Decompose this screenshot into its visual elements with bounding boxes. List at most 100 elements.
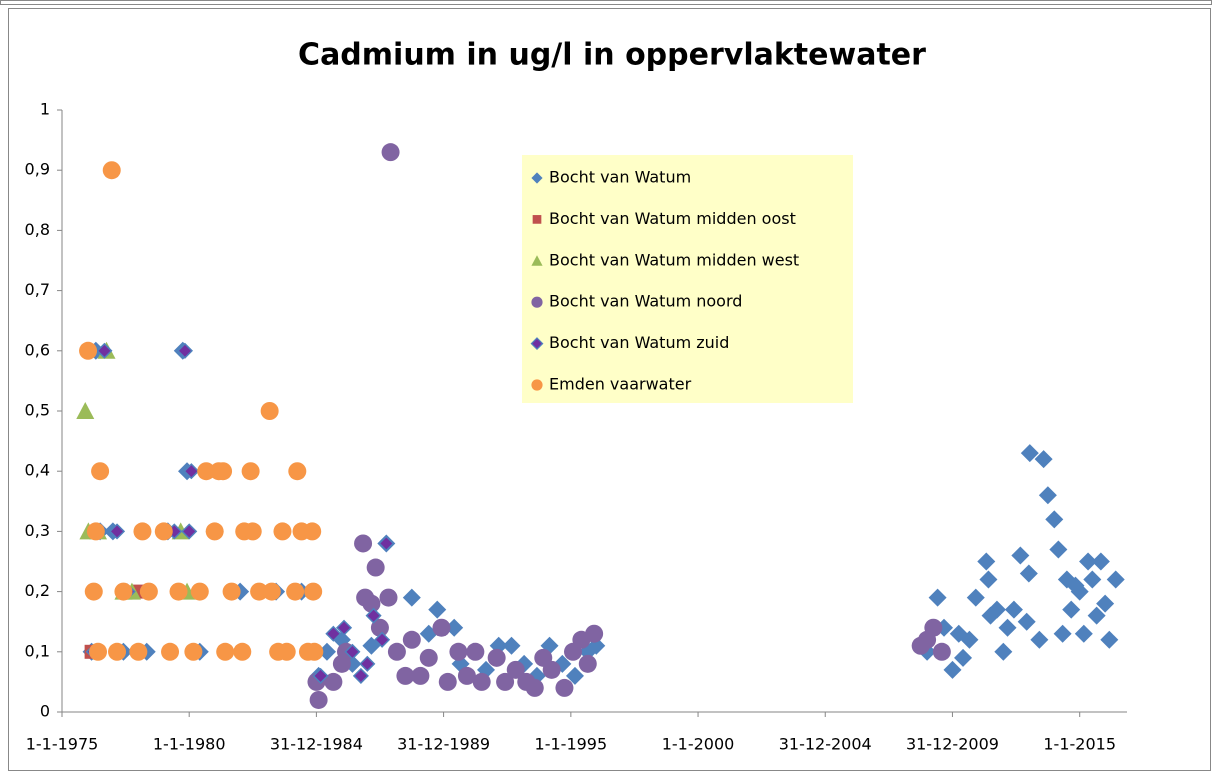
point [487, 648, 506, 667]
legend-marker [531, 296, 543, 308]
point [312, 667, 329, 684]
point [438, 672, 457, 691]
point [1083, 570, 1102, 589]
point [86, 522, 105, 541]
point [449, 642, 468, 661]
point [928, 588, 947, 607]
point [932, 642, 951, 661]
point [432, 618, 451, 637]
point [365, 607, 382, 624]
x-tick-label: 1-1-1980 [153, 735, 226, 754]
point [108, 642, 127, 661]
point [96, 342, 113, 359]
point [84, 582, 103, 601]
point [502, 636, 521, 655]
x-tick-label: 1-1-2015 [1043, 735, 1116, 754]
legend-label: Bocht van Watum zuid [549, 333, 729, 352]
point [277, 642, 296, 661]
y-tick-label: 0,7 [25, 280, 50, 299]
point [966, 588, 985, 607]
point [288, 462, 307, 481]
point [979, 570, 998, 589]
point [325, 625, 342, 642]
point [565, 666, 584, 685]
y-tick-label: 0,6 [25, 340, 50, 359]
point [396, 666, 415, 685]
y-tick-label: 0,5 [25, 401, 50, 420]
point [387, 642, 406, 661]
point [428, 600, 447, 619]
point [344, 643, 361, 660]
point [954, 648, 973, 667]
x-tick-label: 1-1-2000 [662, 735, 735, 754]
point [335, 619, 353, 636]
legend-label: Bocht van Watum midden oost [549, 209, 796, 228]
point [181, 523, 198, 540]
frame-top [0, 0, 1212, 5]
legend-label: Emden vaarwater [549, 375, 692, 394]
y-tick-label: 0,9 [25, 160, 50, 179]
y-tick-label: 0,3 [25, 521, 50, 540]
point [1049, 540, 1068, 559]
point [114, 582, 133, 601]
point [1045, 510, 1064, 529]
point [161, 642, 180, 661]
point [205, 522, 224, 541]
point [305, 642, 324, 661]
point [286, 582, 305, 601]
point [133, 522, 152, 541]
point [1053, 624, 1072, 643]
point [91, 462, 110, 481]
point [108, 523, 126, 540]
legend-label: Bocht van Watum [549, 168, 691, 187]
point [542, 660, 561, 679]
point [366, 558, 385, 577]
legend-box [522, 155, 853, 403]
point [1004, 600, 1023, 619]
y-tick-label: 1 [40, 100, 50, 119]
point [1017, 612, 1036, 631]
point [352, 667, 369, 684]
point [359, 655, 376, 672]
point [1074, 624, 1093, 643]
point [183, 463, 200, 480]
point [190, 582, 209, 601]
point [943, 660, 962, 679]
point [102, 161, 121, 180]
x-tick-label: 31-12-1989 [397, 735, 490, 754]
point [977, 552, 996, 571]
point [924, 618, 943, 637]
point [304, 582, 323, 601]
x-tick-label: 1-1-1975 [26, 735, 99, 754]
legend-marker [530, 337, 544, 351]
point [262, 582, 281, 601]
point [354, 534, 373, 553]
point [379, 588, 398, 607]
point [1091, 552, 1110, 571]
point [303, 522, 322, 541]
point [555, 678, 574, 697]
point [233, 642, 252, 661]
point [457, 666, 476, 685]
point [139, 582, 158, 601]
point [176, 342, 194, 359]
point [1079, 552, 1098, 571]
point [578, 654, 597, 673]
point [76, 402, 95, 419]
point [1019, 564, 1038, 583]
point [472, 672, 491, 691]
point [1038, 486, 1057, 505]
point [216, 642, 235, 661]
point [496, 672, 515, 691]
point [1087, 606, 1106, 625]
point [241, 462, 260, 481]
point [214, 462, 233, 481]
point [184, 642, 203, 661]
legend-marker [531, 255, 543, 266]
point [525, 678, 544, 697]
legend-marker [531, 379, 543, 391]
point [960, 630, 979, 649]
y-tick-label: 0,8 [25, 220, 50, 239]
point [419, 648, 438, 667]
